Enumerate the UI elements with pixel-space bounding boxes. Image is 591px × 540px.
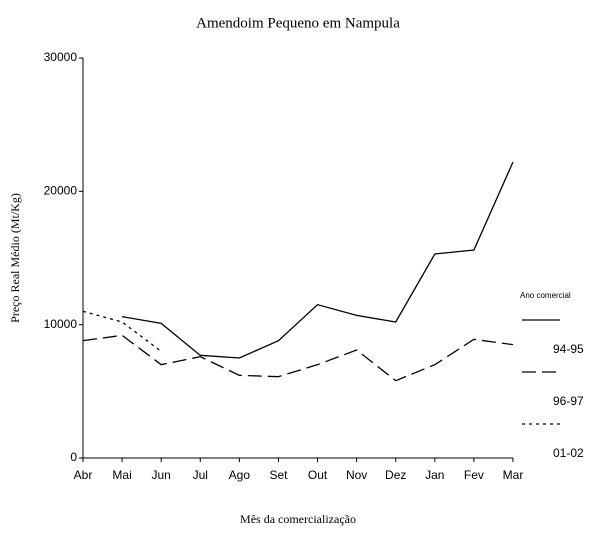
x-tick-label: Out xyxy=(308,468,328,482)
x-tick-label: Set xyxy=(269,468,288,482)
x-tick-label: Mai xyxy=(112,468,131,482)
x-axis-label: Mês da comercialização xyxy=(240,512,356,526)
x-tick-label: Abr xyxy=(74,468,93,482)
y-tick-label: 30000 xyxy=(44,50,78,64)
legend-label: 01-02 xyxy=(553,446,584,460)
series-line xyxy=(82,310,162,352)
x-tick-label: Jan xyxy=(425,468,444,482)
y-tick-label: 20000 xyxy=(44,184,78,198)
chart-title: Amendoim Pequeno em Nampula xyxy=(196,15,400,31)
x-tick-label: Ago xyxy=(229,468,251,482)
legend-label: 96-97 xyxy=(553,394,584,408)
x-tick-label: Fev xyxy=(464,468,484,482)
x-tick-label: Nov xyxy=(346,468,367,482)
series-line xyxy=(82,334,514,382)
x-tick-label: Mar xyxy=(503,468,524,482)
series-line xyxy=(121,161,514,359)
x-tick-label: Jun xyxy=(152,468,171,482)
legend-title: Ano comercial xyxy=(520,291,571,300)
legend-label: 94-95 xyxy=(553,342,584,356)
y-axis-label: Preço Real Médio (Mt/Kg) xyxy=(8,193,22,323)
y-tick-label: 10000 xyxy=(44,317,78,331)
x-tick-label: Jul xyxy=(193,468,208,482)
y-tick-label: 0 xyxy=(70,450,77,464)
x-tick-label: Dez xyxy=(385,468,406,482)
